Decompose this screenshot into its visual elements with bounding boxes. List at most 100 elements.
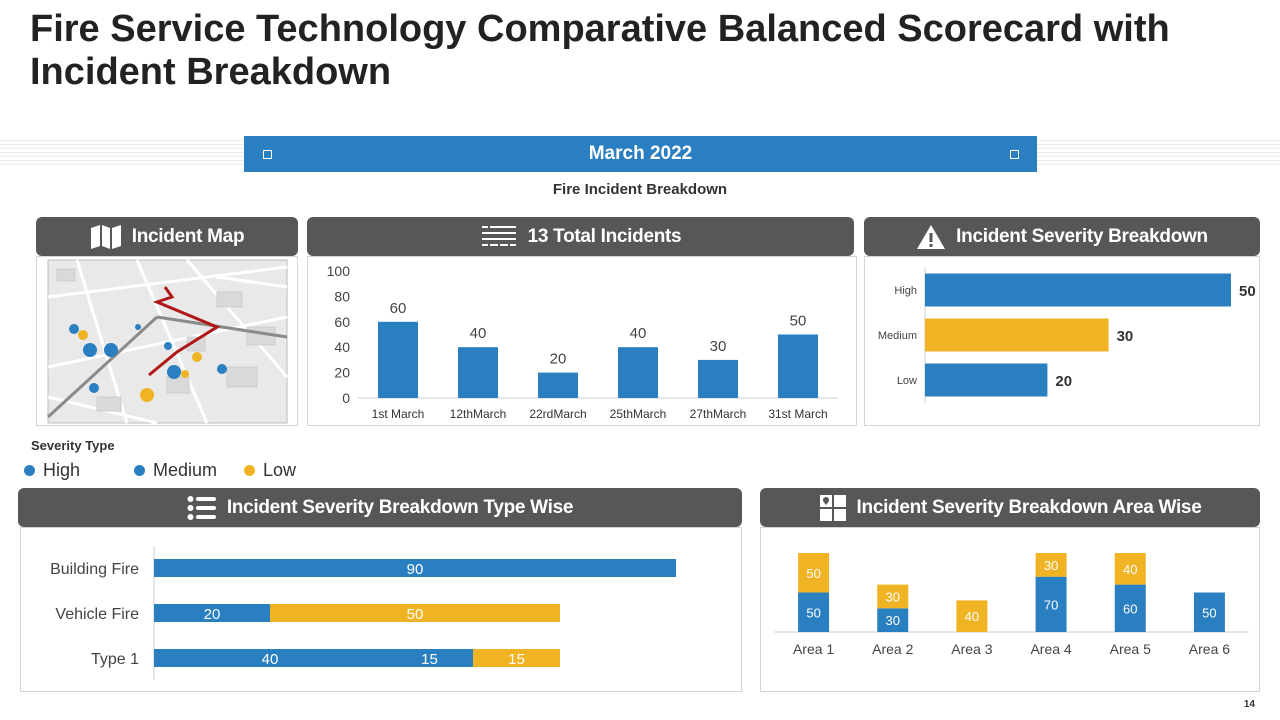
bar-segment	[270, 604, 560, 622]
bar	[778, 334, 818, 398]
month-banner: March 2022	[244, 136, 1037, 172]
category-label: High	[894, 285, 917, 297]
incident-map-title: Incident Map	[131, 225, 245, 247]
x-tick-label: Area 1	[793, 641, 834, 657]
bar	[925, 318, 1109, 352]
data-label: 60	[390, 300, 407, 317]
data-label: 30	[886, 589, 900, 604]
bar-segment	[1035, 553, 1067, 577]
incident-markers	[69, 324, 227, 402]
area-wise-header: Incident Severity Breakdown Area Wise	[760, 488, 1260, 527]
x-tick-label: Area 5	[1110, 641, 1151, 657]
legend-dot	[134, 465, 145, 476]
map-icon	[90, 224, 122, 250]
area-wise-box: 50 50 Area 1 30 30 Area 2 40 Area 3 70 30 Area 4 60…	[760, 527, 1260, 692]
legend-dot	[244, 465, 255, 476]
square-icon	[1010, 150, 1019, 159]
x-tick-label: 12thMarch	[450, 407, 507, 421]
type-wise-box: Building Fire 90 Vehicle Fire 20 50 Type 1 40 1…	[20, 527, 742, 692]
legend-title: Severity Type	[31, 438, 115, 453]
data-label: 60	[1123, 601, 1137, 616]
data-label: 20	[204, 606, 221, 623]
data-label: 40	[1123, 562, 1137, 577]
warning-icon	[916, 224, 946, 250]
x-tick-label: 22rdMarch	[529, 407, 586, 421]
subtitle: Fire Incident Breakdown	[552, 181, 728, 198]
y-tick-label: 60	[334, 314, 350, 330]
legend-item-medium: Medium	[134, 460, 217, 481]
data-label: 40	[262, 651, 279, 668]
bar-segment	[956, 600, 988, 632]
bar	[925, 363, 1048, 397]
y-tick-label: 0	[342, 390, 350, 406]
data-label: 50	[1239, 283, 1256, 300]
square-icon	[263, 150, 272, 159]
bar-segment	[877, 584, 909, 609]
category-label: Building Fire	[50, 561, 139, 578]
data-label: 15	[508, 651, 525, 668]
y-tick-label: 100	[327, 263, 351, 279]
legend-item-low: Low	[244, 460, 296, 481]
category-label: Type 1	[91, 651, 139, 668]
y-tick-label: 40	[334, 339, 350, 355]
severity-title: Incident Severity Breakdown	[956, 225, 1208, 247]
bar	[458, 347, 498, 398]
data-label: 50	[790, 313, 807, 330]
severity-chart: High 50 Medium 30 Low 20	[878, 267, 1256, 403]
data-label: 50	[806, 605, 820, 620]
month-label: March 2022	[588, 143, 693, 164]
legend-label: High	[43, 460, 81, 480]
total-incidents-box: 0 20 40 60 80 100 60 1st March 40 12thMarch 20 22rd…	[307, 256, 857, 426]
legend-item-high: High	[24, 460, 80, 481]
bar-segment	[1193, 592, 1225, 632]
bar	[378, 321, 418, 398]
category-label: Medium	[878, 330, 917, 342]
data-label: 20	[1055, 373, 1072, 390]
category-label: Low	[897, 375, 917, 387]
data-label: 30	[1044, 558, 1058, 573]
data-label: 40	[470, 325, 487, 342]
bar	[618, 347, 658, 398]
bar-segment	[154, 604, 270, 622]
type-wise-title: Incident Severity Breakdown Type Wise	[226, 496, 574, 518]
type-wise-header: Incident Severity Breakdown Type Wise	[18, 488, 742, 527]
bar-segment	[473, 649, 560, 667]
y-tick-label: 80	[334, 288, 350, 304]
severity-header: Incident Severity Breakdown	[864, 217, 1260, 256]
bar	[698, 359, 738, 398]
data-label: 30	[710, 338, 727, 355]
page-number: 14	[1243, 699, 1255, 710]
x-tick-label: Area 2	[872, 641, 913, 657]
data-label: 40	[630, 325, 647, 342]
type-wise-chart: Building Fire 90 Vehicle Fire 20 50 Type 1 40 1…	[50, 546, 676, 680]
total-incidents-header: 13 Total Incidents	[307, 217, 854, 256]
data-label: 40	[965, 609, 979, 624]
data-label: 30	[886, 613, 900, 628]
bar-segment	[1035, 576, 1067, 632]
data-label: 15	[421, 651, 438, 668]
data-label: 70	[1044, 597, 1058, 612]
bar-segment	[386, 649, 473, 667]
x-tick-label: 31st March	[768, 407, 827, 421]
bar	[925, 273, 1231, 307]
bar-segment	[877, 608, 909, 632]
category-label: Vehicle Fire	[55, 606, 139, 623]
incident-map[interactable]	[37, 257, 297, 425]
x-tick-label: Area 3	[951, 641, 992, 657]
x-tick-label: 1st March	[372, 407, 425, 421]
x-tick-label: 27thMarch	[690, 407, 747, 421]
list-icon	[187, 495, 217, 521]
data-label: 50	[1202, 605, 1216, 620]
bar-segment	[798, 553, 830, 593]
total-incidents-title: 13 Total Incidents	[527, 225, 682, 247]
floorplan-icon	[819, 494, 847, 522]
incident-map-header: Incident Map	[36, 217, 298, 256]
bar-segment	[154, 559, 676, 577]
data-label: 90	[407, 561, 424, 578]
data-label: 50	[407, 606, 424, 623]
data-label: 30	[1117, 328, 1134, 345]
data-label: 50	[806, 566, 820, 581]
x-tick-label: 25thMarch	[610, 407, 667, 421]
bar	[538, 372, 578, 398]
total-incidents-chart: 0 20 40 60 80 100 60 1st March 40 12thMarch 20 22rd…	[327, 263, 838, 421]
